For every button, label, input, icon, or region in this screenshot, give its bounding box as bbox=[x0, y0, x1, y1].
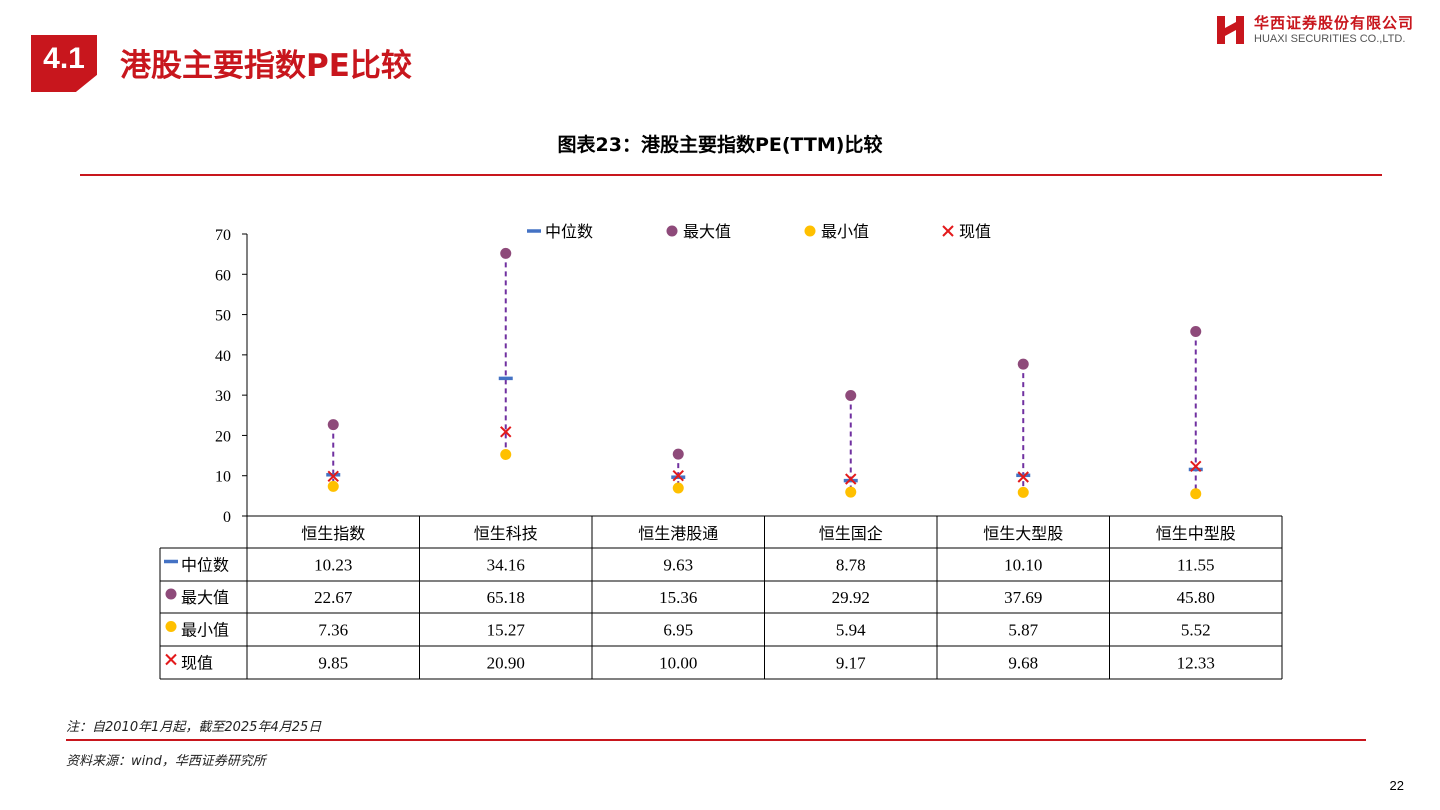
table-cell-value: 8.78 bbox=[836, 556, 866, 575]
point-circle bbox=[845, 389, 857, 401]
point-circle bbox=[500, 448, 512, 460]
category-label: 恒生大型股 bbox=[983, 524, 1063, 543]
point-cross bbox=[1190, 460, 1202, 473]
y-tick-label: 50 bbox=[215, 308, 231, 325]
point-cross bbox=[500, 426, 512, 438]
table-series-label: 最小值 bbox=[181, 621, 229, 640]
legend-label: 最小值 bbox=[821, 222, 869, 241]
legend-label: 中位数 bbox=[545, 222, 593, 241]
point-cross bbox=[845, 473, 857, 485]
table-cell-value: 10.23 bbox=[314, 556, 352, 575]
table-cell-value: 11.55 bbox=[1177, 556, 1215, 575]
point-circle bbox=[1190, 325, 1202, 337]
y-tick-label: 40 bbox=[215, 348, 231, 365]
table-cell-value: 22.67 bbox=[314, 588, 353, 607]
page-number: 22 bbox=[1389, 778, 1404, 793]
table-legend-cross-marker bbox=[165, 653, 177, 666]
table-cell-value: 12.33 bbox=[1177, 654, 1215, 673]
table-cell-value: 45.80 bbox=[1177, 588, 1215, 607]
legend-cross-marker bbox=[942, 225, 954, 237]
point-cross bbox=[327, 470, 339, 483]
table-legend-circle-marker bbox=[165, 621, 177, 632]
pe-comparison-chart: 0 10 20 30 40 50 60 70 恒生指数 恒生科技 恒生港股通 恒生国企 恒生大型股 恒生中… bbox=[159, 222, 1283, 680]
table-cell-value: 9.85 bbox=[318, 654, 348, 673]
table-cell-value: 10.00 bbox=[659, 654, 697, 673]
legend-label: 现值 bbox=[959, 222, 991, 241]
y-tick-label: 10 bbox=[215, 469, 231, 486]
table-cell-value: 15.36 bbox=[659, 588, 697, 607]
table-cell-value: 5.87 bbox=[1008, 621, 1038, 640]
point-circle bbox=[327, 480, 339, 492]
legend-circle-marker bbox=[804, 225, 816, 237]
table-series-label: 中位数 bbox=[181, 556, 229, 575]
table-cell-value: 9.63 bbox=[663, 556, 693, 575]
point-circle bbox=[1017, 486, 1029, 498]
table-series-label: 最大值 bbox=[181, 588, 229, 607]
category-label: 恒生国企 bbox=[819, 524, 883, 543]
point-circle bbox=[845, 486, 857, 498]
point-circle bbox=[327, 419, 339, 431]
point-circle bbox=[500, 247, 512, 259]
table-cell-value: 15.27 bbox=[487, 621, 526, 640]
table-cell-value: 9.68 bbox=[1008, 654, 1038, 673]
category-label: 恒生港股通 bbox=[638, 524, 718, 543]
huaxi-logo-icon bbox=[1217, 16, 1244, 44]
table-cell-value: 9.17 bbox=[836, 654, 866, 673]
logo-english-name: HUAXI SECURITIES CO.,LTD. bbox=[1254, 33, 1406, 45]
y-tick-label: 0 bbox=[223, 509, 231, 526]
legend-label: 最大值 bbox=[683, 222, 731, 241]
category-label: 恒生科技 bbox=[474, 524, 538, 543]
table-cell-value: 34.16 bbox=[487, 556, 525, 575]
title-divider bbox=[80, 174, 1382, 176]
footnote-date-range: 注：自2010年1月起，截至2025年4月25日 bbox=[66, 720, 322, 735]
point-circle bbox=[672, 482, 684, 494]
table-cell-value: 5.52 bbox=[1181, 621, 1211, 640]
y-tick-label: 60 bbox=[215, 267, 231, 284]
logo-chinese-name: 华西证券股份有限公司 bbox=[1254, 14, 1415, 32]
table-cell-value: 10.10 bbox=[1004, 556, 1042, 575]
footer-divider bbox=[66, 739, 1366, 741]
page-title: 港股主要指数PE比较 bbox=[120, 48, 412, 84]
category-label: 恒生指数 bbox=[301, 524, 365, 543]
point-cross bbox=[1017, 471, 1029, 483]
table-cell-value: 6.95 bbox=[663, 621, 693, 640]
point-cross bbox=[672, 470, 684, 482]
y-tick-label: 20 bbox=[215, 428, 231, 445]
table-series-label: 现值 bbox=[181, 654, 213, 673]
y-tick-label: 70 bbox=[215, 227, 231, 244]
table-cell-value: 37.69 bbox=[1004, 588, 1042, 607]
table-cell-value: 5.94 bbox=[836, 621, 866, 640]
data-source: 资料来源：wind，华西证券研究所 bbox=[66, 754, 266, 769]
section-badge bbox=[31, 35, 97, 92]
chart-title: 图表23：港股主要指数PE(TTM)比较 bbox=[557, 134, 883, 156]
table-cell-value: 65.18 bbox=[487, 588, 525, 607]
section-number: 4.1 bbox=[43, 42, 85, 75]
table-cell-value: 20.90 bbox=[487, 654, 525, 673]
table-cell-value: 7.36 bbox=[318, 621, 348, 640]
table-legend-circle-marker bbox=[165, 588, 177, 600]
point-circle bbox=[672, 448, 684, 460]
table-cell-value: 29.92 bbox=[832, 588, 870, 607]
point-circle bbox=[1017, 358, 1029, 370]
point-circle bbox=[1190, 488, 1202, 500]
legend-circle-marker bbox=[666, 225, 678, 237]
y-tick-label: 30 bbox=[215, 388, 231, 405]
category-label: 恒生中型股 bbox=[1156, 524, 1236, 543]
